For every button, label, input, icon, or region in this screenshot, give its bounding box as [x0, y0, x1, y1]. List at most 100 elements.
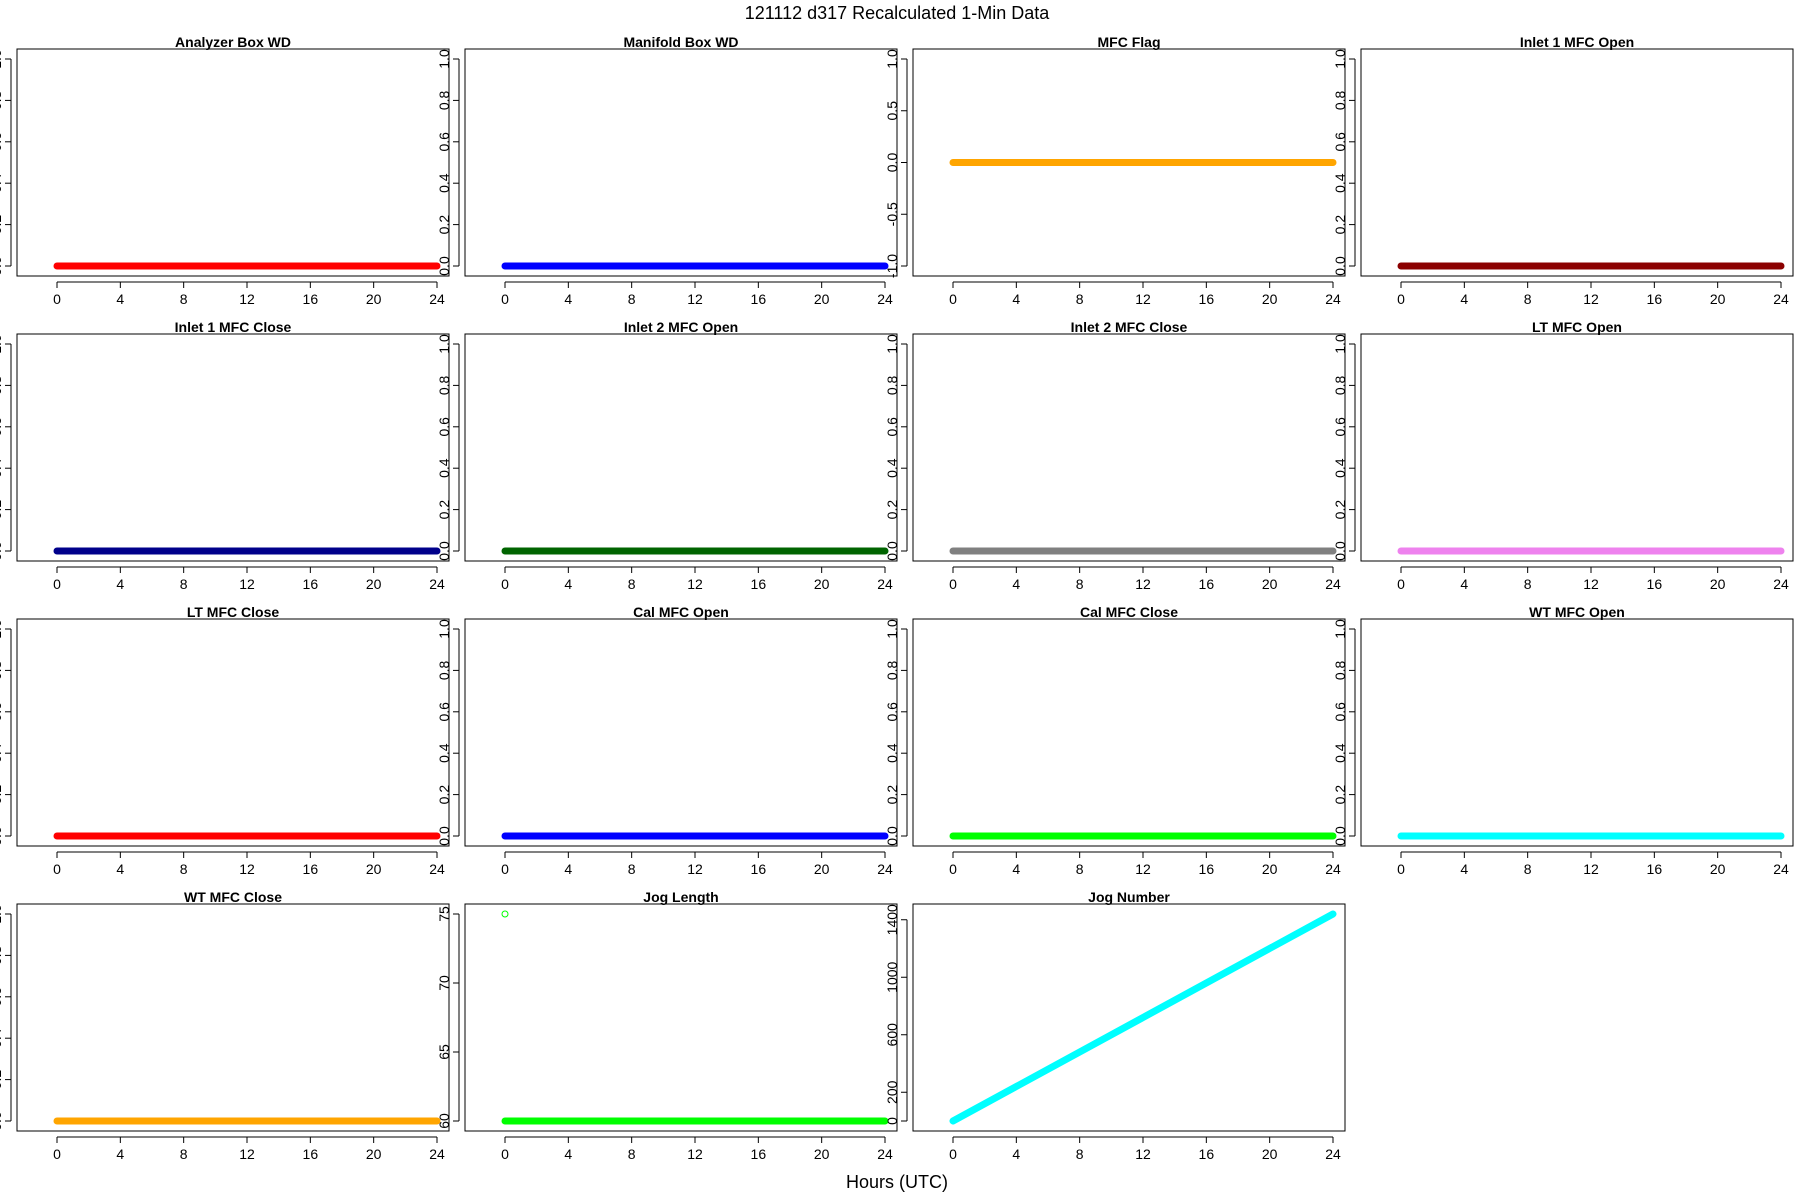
y-tick-label: 0.4 [1332, 743, 1348, 763]
x-tick-label: 20 [366, 1146, 382, 1162]
plot-frame [464, 333, 898, 562]
y-tick-label: 0.0 [436, 541, 452, 561]
x-tick-label: 4 [1012, 291, 1020, 307]
y-tick-label: 1.0 [0, 49, 4, 69]
x-tick-label: 8 [1076, 1146, 1084, 1162]
x-tick-label: 20 [1710, 576, 1726, 592]
plot-frame [912, 618, 1346, 847]
y-tick-label: 0 [884, 1117, 900, 1125]
plot-frame [1360, 333, 1794, 562]
panel-title: LT MFC Close [187, 604, 280, 620]
x-tick-label: 16 [1647, 291, 1663, 307]
x-tick-label: 12 [1135, 861, 1151, 877]
x-tick-label: 0 [501, 291, 509, 307]
x-tick-label: 20 [1710, 861, 1726, 877]
y-tick-label: 0.4 [0, 458, 4, 478]
y-tick-label: -0.5 [884, 202, 900, 226]
x-tick-label: 8 [1076, 291, 1084, 307]
y-tick-label: 60 [436, 1113, 452, 1129]
x-tick-label: 24 [1325, 576, 1341, 592]
x-tick-label: 4 [1460, 576, 1468, 592]
x-tick-label: 16 [303, 576, 319, 592]
x-tick-label: 24 [1325, 1146, 1341, 1162]
x-tick-label: 8 [628, 291, 636, 307]
x-tick-label: 8 [1524, 576, 1532, 592]
plot-frame [912, 48, 1346, 277]
x-tick-label: 12 [239, 291, 255, 307]
x-tick-label: 24 [429, 861, 445, 877]
y-tick-label: 1.0 [1332, 334, 1348, 354]
y-tick-label: 1.0 [0, 334, 4, 354]
x-tick-label: 20 [366, 291, 382, 307]
y-tick-label: 0.5 [884, 101, 900, 121]
y-tick-label: 1000 [884, 961, 900, 992]
x-tick-label: 24 [1325, 861, 1341, 877]
x-tick-label: 24 [429, 1146, 445, 1162]
panel-4: Inlet 1 MFC Open 0 4 8 12 16 20 24 0.0 0.2 0.4 0.6 0… [1332, 34, 1794, 307]
x-tick-label: 4 [116, 1146, 124, 1162]
x-tick-label: 16 [303, 291, 319, 307]
y-tick-label: 0.0 [0, 256, 4, 276]
y-tick-label: 0.6 [436, 417, 452, 437]
y-tick-label: 0.8 [0, 375, 4, 395]
y-tick-label: 0.6 [0, 132, 4, 152]
y-tick-label: 0.8 [0, 660, 4, 680]
y-tick-label: 0.8 [1332, 375, 1348, 395]
plot-frame [464, 618, 898, 847]
x-tick-label: 0 [949, 1146, 957, 1162]
plot-frame [1360, 48, 1794, 277]
panel-5: Inlet 1 MFC Close 0 4 8 12 16 20 24 0.0 0.2 0.4 0.6… [0, 319, 450, 592]
panel-title: Manifold Box WD [623, 34, 738, 50]
y-tick-label: 0.2 [1332, 215, 1348, 235]
x-tick-label: 8 [1524, 861, 1532, 877]
panel-7: Inlet 2 MFC Close 0 4 8 12 16 20 24 0.0 0.2 0.4 0.6… [884, 319, 1346, 592]
y-tick-label: 0.0 [0, 826, 4, 846]
x-tick-label: 4 [116, 861, 124, 877]
plot-frame [464, 903, 898, 1132]
y-tick-label: 0.6 [0, 417, 4, 437]
x-tick-label: 4 [116, 576, 124, 592]
x-tick-label: 12 [239, 861, 255, 877]
x-tick-label: 0 [53, 291, 61, 307]
panel-title: LT MFC Open [1532, 319, 1622, 335]
x-tick-label: 20 [1710, 291, 1726, 307]
x-tick-label: 0 [53, 576, 61, 592]
x-tick-label: 0 [949, 576, 957, 592]
y-tick-label: 0.8 [436, 660, 452, 680]
y-tick-label: 0.6 [1332, 702, 1348, 722]
y-tick-label: 0.2 [884, 500, 900, 520]
panel-15: Jog Number 0 4 8 12 16 20 24 0 200 600 1000 1400 [884, 889, 1346, 1162]
y-tick-label: 1.0 [436, 619, 452, 639]
y-tick-label: 1.0 [1332, 619, 1348, 639]
x-tick-label: 20 [1262, 576, 1278, 592]
x-tick-label: 8 [180, 291, 188, 307]
y-tick-label: 0.2 [1332, 785, 1348, 805]
y-tick-label: 0.0 [436, 826, 452, 846]
x-tick-label: 16 [1199, 861, 1215, 877]
x-tick-label: 24 [877, 576, 893, 592]
y-tick-label: 0.6 [0, 702, 4, 722]
y-tick-label: 0.2 [884, 785, 900, 805]
x-tick-label: 12 [239, 1146, 255, 1162]
y-tick-label: 0.6 [0, 987, 4, 1007]
y-tick-label: 0.2 [0, 785, 4, 805]
panel-title: Analyzer Box WD [175, 34, 291, 50]
y-tick-label: 0.2 [0, 500, 4, 520]
plot-frame [464, 48, 898, 277]
y-tick-label: 1.0 [0, 619, 4, 639]
panel-12: WT MFC Open 0 4 8 12 16 20 24 0.0 0.2 0.4 0.6 0.8 1.0 [1332, 604, 1794, 877]
x-tick-label: 4 [1012, 861, 1020, 877]
x-tick-label: 16 [1199, 576, 1215, 592]
y-tick-label: 0.8 [436, 375, 452, 395]
y-tick-label: 70 [436, 975, 452, 991]
y-tick-label: 0.4 [0, 1028, 4, 1048]
y-tick-label: 0.2 [436, 500, 452, 520]
x-tick-label: 24 [877, 291, 893, 307]
panel-title: WT MFC Close [184, 889, 282, 905]
y-tick-label: 1.0 [0, 904, 4, 924]
x-tick-label: 0 [501, 861, 509, 877]
y-tick-label: 1400 [884, 904, 900, 935]
plot-frame [16, 333, 450, 562]
x-tick-label: 20 [1262, 861, 1278, 877]
